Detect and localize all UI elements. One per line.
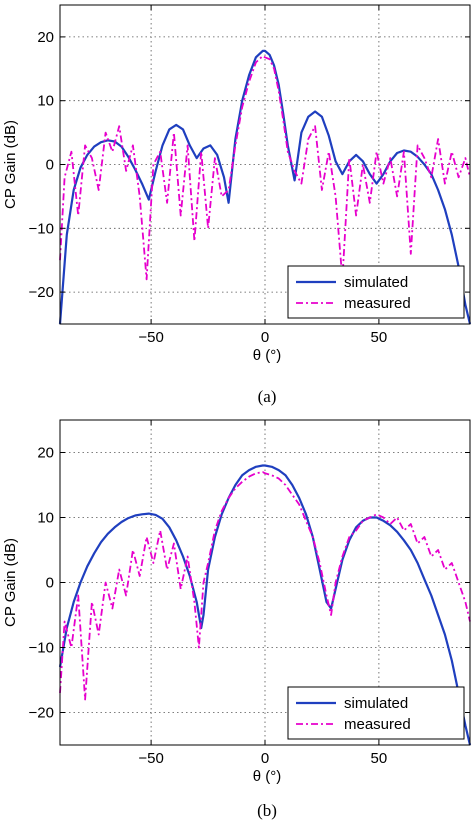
y-tick-label: 20: [37, 445, 54, 462]
caption-b: (b): [257, 801, 277, 820]
legend-box: [287, 686, 465, 740]
x-tick-label: 50: [371, 750, 388, 767]
x-tick-label: −50: [138, 750, 163, 767]
legend-label-simulated: simulated: [344, 274, 408, 291]
x-tick-label: −50: [138, 329, 163, 346]
y-tick-label: 20: [37, 29, 54, 46]
legend-label-measured: measured: [344, 295, 411, 312]
series-line-simulated: [58, 49, 472, 325]
legend-box: [287, 265, 465, 319]
y-tick-label: −20: [29, 705, 54, 722]
y-tick-label: 10: [37, 510, 54, 527]
legend-label-measured: measured: [344, 716, 411, 733]
series-line-simulated: [58, 464, 472, 746]
caption-a: (a): [258, 387, 277, 406]
x-axis-label: θ (°): [253, 347, 282, 364]
y-axis-label: CP Gain (dB): [2, 120, 19, 209]
y-tick-label: 0: [46, 157, 54, 174]
legend-label-simulated: simulated: [344, 695, 408, 712]
chart-panel-a: (a) −50 0 50 −20 −10 0 10 20 CP Gain (dB) θ (°) si…: [2, 4, 472, 406]
x-axis-label: θ (°): [253, 768, 282, 785]
series-line-measured: [59, 55, 471, 281]
y-tick-label: 10: [37, 93, 54, 110]
chart-panel-b: (b) −50 0 50 −20 −10 0 10 20 CP Gain (dB) θ (°) si…: [2, 419, 472, 820]
series-line-measured: [59, 471, 471, 701]
y-tick-label: −10: [29, 220, 54, 237]
x-tick-label: 0: [261, 750, 269, 767]
y-axis-label: CP Gain (dB): [2, 538, 19, 627]
x-tick-label: 50: [371, 329, 388, 346]
y-tick-label: 0: [46, 575, 54, 592]
y-tick-label: −20: [29, 284, 54, 301]
x-tick-label: 0: [261, 329, 269, 346]
y-tick-label: −10: [29, 640, 54, 657]
